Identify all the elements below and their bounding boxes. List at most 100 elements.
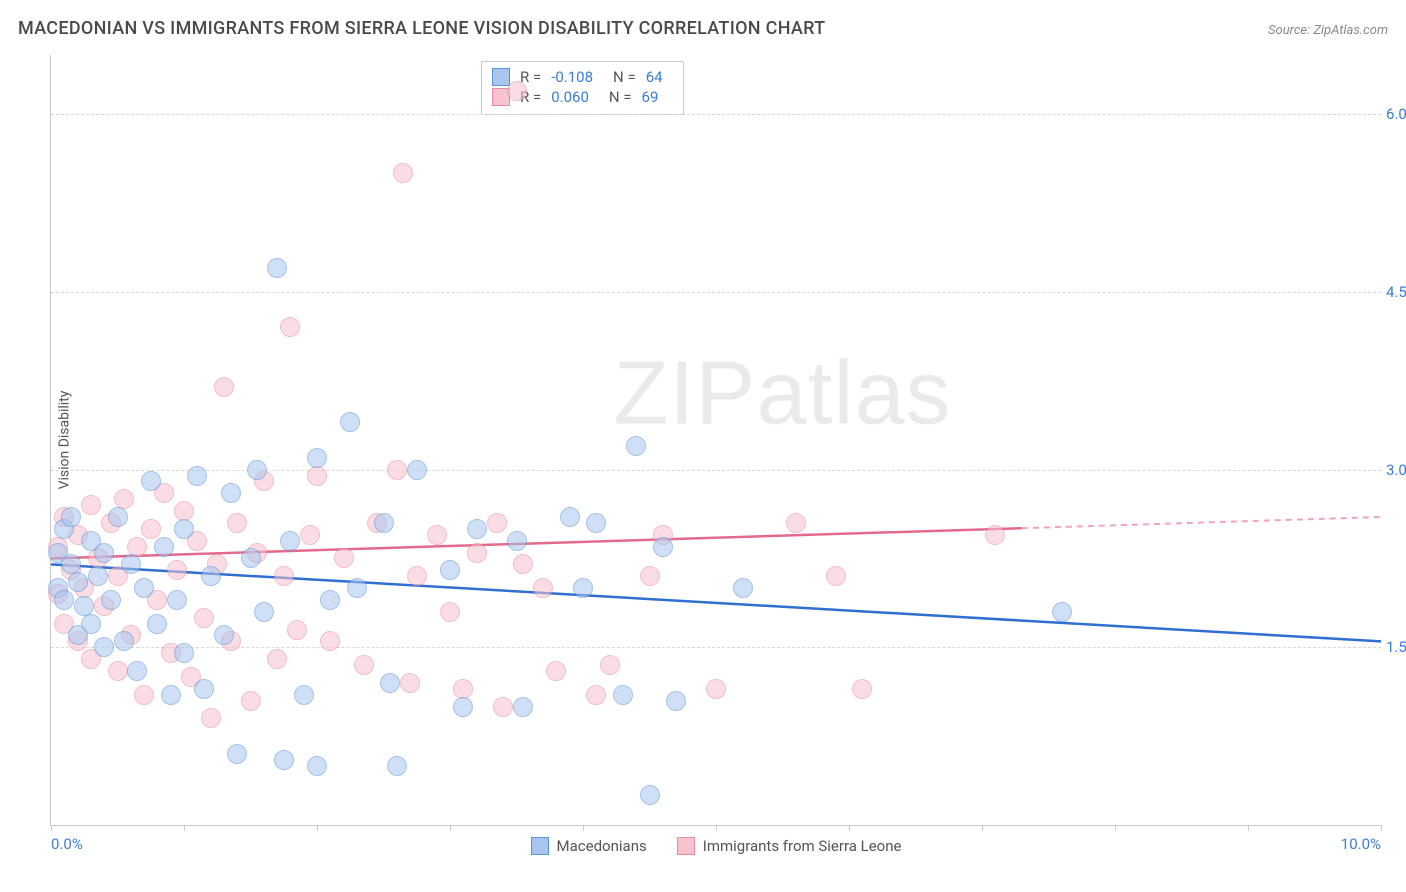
data-point — [513, 697, 533, 717]
data-point — [280, 317, 300, 337]
source-label: Source: — [1268, 23, 1313, 38]
data-point — [61, 507, 81, 527]
data-point — [453, 697, 473, 717]
data-point — [81, 495, 101, 515]
data-point — [653, 537, 673, 557]
legend-item: Immigrants from Sierra Leone — [677, 837, 902, 855]
stat-n-value: 69 — [642, 88, 659, 106]
data-point — [380, 673, 400, 693]
data-point — [174, 519, 194, 539]
data-point — [387, 460, 407, 480]
data-point — [440, 560, 460, 580]
data-point — [400, 673, 420, 693]
data-point — [507, 81, 527, 101]
chart-title: MACEDONIAN VS IMMIGRANTS FROM SIERRA LEO… — [18, 18, 825, 39]
data-point — [167, 590, 187, 610]
data-point — [307, 466, 327, 486]
data-point — [487, 513, 507, 533]
x-tick-mark — [716, 825, 717, 831]
data-point — [586, 513, 606, 533]
bottom-legend: Macedonians Immigrants from Sierra Leone — [51, 837, 1381, 855]
data-point — [161, 685, 181, 705]
y-axis-label: Vision Disability — [56, 391, 72, 490]
data-point — [733, 578, 753, 598]
data-point — [307, 448, 327, 468]
data-point — [407, 460, 427, 480]
data-point — [81, 614, 101, 634]
source-credit: Source: ZipAtlas.com — [1268, 23, 1388, 38]
data-point — [241, 548, 261, 568]
data-point — [227, 744, 247, 764]
data-point — [94, 543, 114, 563]
source-name: ZipAtlas.com — [1313, 23, 1388, 38]
data-point — [786, 513, 806, 533]
x-tick-label-min: 0.0% — [51, 835, 83, 853]
data-point — [507, 531, 527, 551]
data-point — [354, 655, 374, 675]
data-point — [826, 566, 846, 586]
gridline — [51, 292, 1381, 293]
y-tick-label: 3.0% — [1386, 461, 1406, 479]
x-tick-mark — [184, 825, 185, 831]
trend-line-extrapolated — [1022, 517, 1381, 528]
x-tick-mark — [1115, 825, 1116, 831]
data-point — [88, 566, 108, 586]
data-point — [560, 507, 580, 527]
data-point — [533, 578, 553, 598]
data-point — [573, 578, 593, 598]
data-point — [985, 525, 1005, 545]
data-point — [393, 163, 413, 183]
legend-swatch — [677, 837, 695, 855]
data-point — [201, 566, 221, 586]
data-point — [194, 679, 214, 699]
data-point — [706, 679, 726, 699]
data-point — [267, 649, 287, 669]
data-point — [94, 637, 114, 657]
legend-item: Macedonians — [531, 837, 647, 855]
data-point — [640, 785, 660, 805]
x-tick-mark — [982, 825, 983, 831]
legend-swatch — [531, 837, 549, 855]
data-point — [852, 679, 872, 699]
data-point — [254, 602, 274, 622]
stat-r-value: -0.108 — [551, 68, 593, 86]
data-point — [127, 661, 147, 681]
data-point — [300, 525, 320, 545]
data-point — [221, 483, 241, 503]
data-point — [194, 608, 214, 628]
data-point — [54, 590, 74, 610]
data-point — [154, 537, 174, 557]
data-point — [134, 578, 154, 598]
data-point — [427, 525, 447, 545]
data-point — [294, 685, 314, 705]
data-point — [320, 631, 340, 651]
data-point — [334, 548, 354, 568]
x-tick-mark — [51, 825, 52, 831]
data-point — [347, 578, 367, 598]
legend-label: Macedonians — [557, 837, 647, 855]
x-tick-mark — [1381, 825, 1382, 831]
watermark: ZIPatlas — [613, 342, 951, 445]
gridline — [51, 647, 1381, 648]
x-tick-label-max: 10.0% — [1341, 835, 1381, 853]
data-point — [108, 661, 128, 681]
x-tick-mark — [849, 825, 850, 831]
data-point — [387, 756, 407, 776]
data-point — [167, 560, 187, 580]
data-point — [274, 566, 294, 586]
x-tick-mark — [583, 825, 584, 831]
data-point — [626, 436, 646, 456]
y-tick-label: 1.5% — [1386, 638, 1406, 656]
data-point — [374, 513, 394, 533]
data-point — [267, 258, 287, 278]
data-point — [174, 643, 194, 663]
data-point — [280, 531, 300, 551]
stat-n-value: 64 — [646, 68, 663, 86]
data-point — [407, 566, 427, 586]
data-point — [440, 602, 460, 622]
data-point — [546, 661, 566, 681]
y-tick-label: 4.5% — [1386, 283, 1406, 301]
data-point — [68, 572, 88, 592]
data-point — [141, 471, 161, 491]
x-tick-mark — [450, 825, 451, 831]
